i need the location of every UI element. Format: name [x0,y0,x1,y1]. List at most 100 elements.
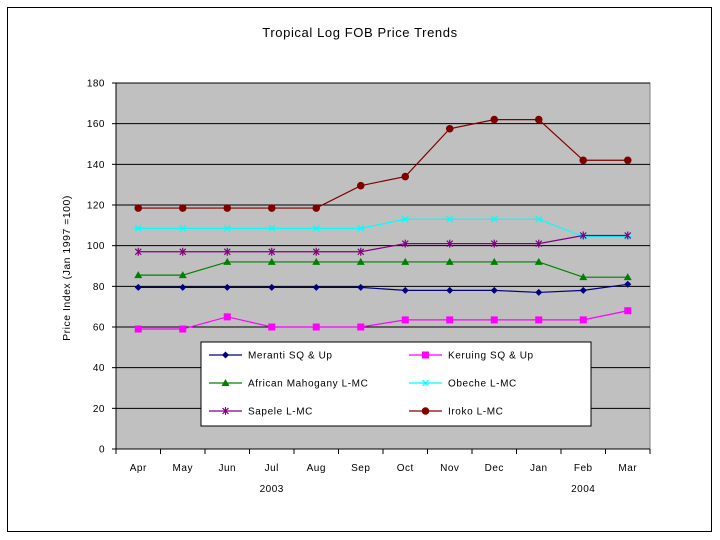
data-point [223,283,231,291]
y-tick-label: 60 [93,323,105,334]
data-point [490,115,499,124]
data-point [357,247,365,256]
x-tick-label: Jul [265,463,279,474]
data-point [401,286,409,294]
data-point [223,313,231,321]
series-0 [134,280,632,296]
x-tick-label: May [173,463,193,474]
data-point [401,257,410,265]
data-point [490,257,499,265]
data-point [490,239,498,248]
legend-marker [222,407,229,415]
y-tick-label: 160 [87,119,105,130]
legend-box [200,341,592,427]
series-2 [134,257,632,281]
x-tick-label: Sep [351,463,370,474]
legend-label: Obeche L-MC [448,379,517,390]
data-point [490,316,498,324]
y-tick-label: 100 [87,241,105,252]
data-point [535,288,543,296]
data-point [267,257,276,265]
y-tick-label: 140 [87,160,105,171]
data-point [401,239,409,248]
data-point [446,286,454,294]
data-point [534,257,543,265]
x-tick-label: Feb [574,463,593,474]
legend-marker [421,407,430,415]
data-point [223,257,232,265]
legend-label: Keruing SQ & Up [448,351,534,362]
data-point [535,316,543,324]
data-point [490,286,498,294]
series-line [138,261,628,278]
data-point [357,323,365,331]
data-point [223,224,232,232]
data-point [579,316,587,324]
series-line [138,283,628,294]
data-point [179,325,187,333]
legend-marker [222,351,229,359]
legend-item: Iroko L-MC [409,407,503,418]
series-5 [134,115,632,212]
data-point [401,172,410,181]
legend-marker [421,379,430,387]
data-point [312,247,320,256]
data-point [401,215,410,223]
data-point [134,271,143,279]
x-tick-label: Mar [618,463,637,474]
x-tick-label: Aug [307,463,326,474]
data-point [623,156,632,165]
y-tick-label: 20 [93,404,105,415]
data-point [624,231,632,240]
data-point [267,224,276,232]
data-point [134,247,142,256]
y-tick-label: 40 [93,363,105,374]
data-point [445,257,454,265]
legend-item: Obeche L-MC [409,379,517,390]
data-point [179,247,187,256]
series-line [138,218,628,238]
legend-marker [221,379,230,386]
data-point [357,283,365,291]
data-point [312,283,320,291]
series-3 [134,215,632,240]
legend-item: Sapele L-MC [209,407,313,418]
data-point [624,307,632,315]
data-point [356,257,365,265]
data-point [490,215,499,223]
data-point [534,215,543,223]
series-line [138,118,628,209]
data-point [268,247,276,256]
legend-label: Sapele L-MC [248,407,313,418]
data-point [179,283,187,291]
x-tick-label: Nov [440,463,459,474]
year-label: 2004 [571,484,595,495]
chart-title: Tropical Log FOB Price Trends [262,25,457,40]
y-axis-label: Price Index (Jan 1997 =100) [61,195,73,341]
x-tick-label: Jun [218,463,236,474]
data-point [579,273,588,281]
x-tick-label: Dec [485,463,504,474]
data-point [267,204,276,212]
series-line [138,234,628,253]
legend-label: Meranti SQ & Up [248,351,333,362]
data-point [312,204,321,212]
legend-label: African Mahogany L-MC [248,379,368,390]
data-point [445,215,454,223]
data-point [446,316,454,324]
x-tick-label: Oct [397,463,414,474]
x-tick-label: Jan [530,463,548,474]
data-point [178,204,187,212]
data-point [268,283,276,291]
data-point [268,323,276,331]
data-point [623,273,632,281]
data-point [579,286,587,294]
data-point [446,239,454,248]
legend-item: Meranti SQ & Up [209,351,333,362]
data-point [579,156,588,165]
data-point [624,280,632,288]
legend-item: African Mahogany L-MC [209,379,368,390]
data-point [312,224,321,232]
data-point [178,224,187,232]
data-point [534,115,543,124]
